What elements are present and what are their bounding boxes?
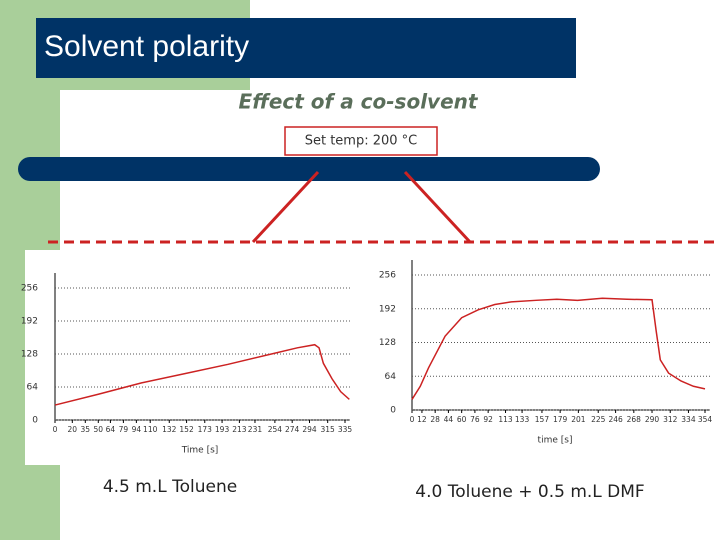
x-tick-label: 201	[571, 415, 586, 424]
y-tick-label: 192	[21, 317, 38, 327]
x-tick-label: 294	[302, 425, 317, 434]
x-tick-label: 12	[417, 415, 427, 424]
x-tick-label: 0	[53, 425, 58, 434]
x-axis-label: Time [s]	[181, 446, 219, 456]
caption: 4.5 m.L Toluene	[103, 477, 237, 497]
x-tick-label: 133	[515, 415, 530, 424]
title-box	[36, 18, 576, 78]
x-tick-label: 152	[179, 425, 194, 434]
x-tick-label: 213	[232, 425, 247, 434]
x-tick-label: 44	[444, 415, 454, 424]
x-tick-label: 231	[248, 425, 263, 434]
arrow	[251, 170, 320, 244]
x-tick-label: 92	[483, 415, 493, 424]
x-tick-label: 246	[608, 415, 623, 424]
x-tick-label: 312	[663, 415, 678, 424]
x-tick-label: 110	[143, 425, 158, 434]
x-tick-label: 79	[119, 425, 129, 434]
data-line	[54, 343, 350, 406]
x-tick-label: 290	[645, 415, 660, 424]
slide-title: Solvent polarity	[44, 30, 249, 63]
y-tick-label: 0	[32, 416, 38, 426]
arrow	[403, 170, 472, 244]
subtitle: Effect of a co-solvent	[239, 90, 479, 114]
y-tick-label: 0	[390, 406, 396, 416]
x-tick-label: 35	[81, 425, 91, 434]
chart-panel	[25, 250, 355, 465]
x-tick-label: 193	[215, 425, 230, 434]
y-tick-label: 128	[21, 350, 38, 360]
x-tick-label: 334	[681, 415, 696, 424]
x-tick-label: 254	[268, 425, 283, 434]
caption: 4.0 Toluene + 0.5 m.L DMF	[415, 482, 644, 502]
x-tick-label: 94	[132, 425, 142, 434]
x-tick-label: 76	[470, 415, 480, 424]
x-tick-label: 315	[321, 425, 336, 434]
divider-bar	[18, 157, 600, 181]
y-tick-label: 64	[27, 383, 39, 393]
x-tick-label: 0	[410, 415, 415, 424]
x-tick-label: 354	[698, 415, 713, 424]
annotation: Set temp: 200 °C	[305, 134, 418, 149]
x-tick-label: 157	[535, 415, 550, 424]
x-tick-label: 173	[198, 425, 213, 434]
x-tick-label: 60	[457, 415, 467, 424]
y-tick-label: 256	[21, 284, 38, 294]
x-tick-label: 50	[94, 425, 104, 434]
x-tick-label: 20	[68, 425, 78, 434]
x-axis-label: time [s]	[538, 436, 573, 446]
x-tick-label: 113	[498, 415, 513, 424]
x-tick-label: 132	[162, 425, 177, 434]
x-tick-label: 28	[430, 415, 440, 424]
x-tick-label: 335	[338, 425, 353, 434]
y-tick-label: 128	[379, 338, 396, 348]
x-tick-label: 274	[285, 425, 300, 434]
data-line	[411, 297, 706, 400]
x-tick-label: 268	[627, 415, 642, 424]
y-tick-label: 256	[379, 271, 396, 281]
x-tick-label: 64	[106, 425, 116, 434]
y-tick-label: 192	[379, 304, 396, 314]
annotation-box	[284, 126, 438, 156]
y-tick-label: 64	[385, 372, 397, 382]
x-tick-label: 179	[553, 415, 568, 424]
x-tick-label: 225	[591, 415, 606, 424]
